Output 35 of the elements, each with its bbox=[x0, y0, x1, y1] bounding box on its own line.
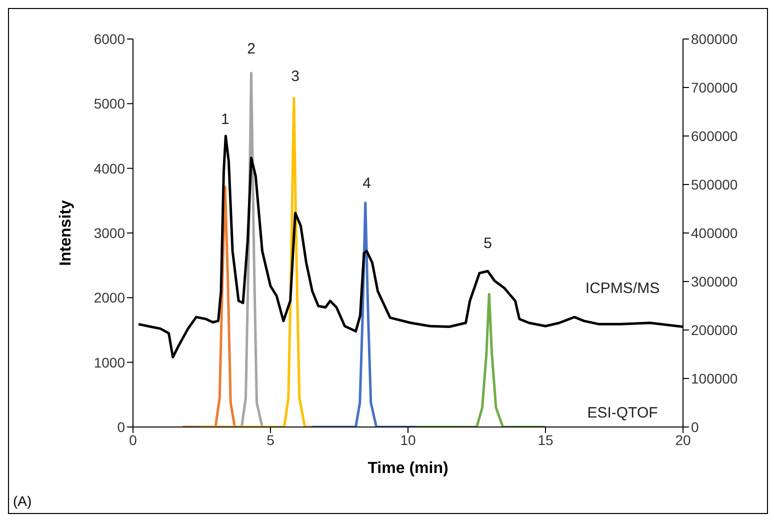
x-tick-label: 10 bbox=[400, 432, 416, 448]
x-tick-label: 0 bbox=[129, 432, 138, 448]
annotation: ICPMS/MS bbox=[585, 280, 660, 298]
y-tick-label: 0 bbox=[117, 418, 126, 435]
annotation: 4 bbox=[362, 174, 371, 192]
annotation: ESI-QTOF bbox=[587, 404, 658, 422]
y2-tick-label: 800000 bbox=[691, 30, 738, 47]
y-tick-label: 3000 bbox=[94, 224, 126, 241]
y2-tick-label: 500000 bbox=[691, 176, 738, 192]
y2-tick-label: 400000 bbox=[691, 224, 738, 241]
annotation: 5 bbox=[484, 234, 492, 252]
x-axis-title: Time (min) bbox=[368, 460, 448, 477]
text: (A) bbox=[13, 493, 32, 509]
annotation: 1 bbox=[220, 110, 230, 128]
y-tick-label: 2000 bbox=[94, 290, 126, 306]
y2-tick-label: 300000 bbox=[691, 273, 738, 290]
line-series bbox=[181, 186, 236, 427]
x-tick-label: 5 bbox=[266, 432, 275, 448]
line-series bbox=[198, 96, 313, 427]
y-tick-label: 5000 bbox=[94, 96, 126, 112]
y2-tick-label: 200000 bbox=[691, 322, 738, 338]
y-axis-title: Intensity bbox=[58, 200, 75, 266]
y2-tick-label: 0 bbox=[691, 418, 699, 435]
line-series bbox=[415, 292, 547, 427]
x-tick-label: 15 bbox=[538, 432, 554, 448]
x-tick-label: 20 bbox=[675, 432, 691, 448]
annotation: 2 bbox=[247, 40, 256, 58]
y2-tick-label: 700000 bbox=[691, 79, 738, 96]
y2-tick-label: 100000 bbox=[691, 370, 738, 386]
y2-tick-label: 600000 bbox=[691, 128, 738, 144]
y-tick-label: 4000 bbox=[94, 160, 126, 176]
y-tick-label: 1000 bbox=[94, 354, 126, 370]
y-tick-label: 6000 bbox=[94, 30, 126, 47]
line-series bbox=[310, 202, 418, 427]
annotation: 3 bbox=[291, 68, 300, 86]
